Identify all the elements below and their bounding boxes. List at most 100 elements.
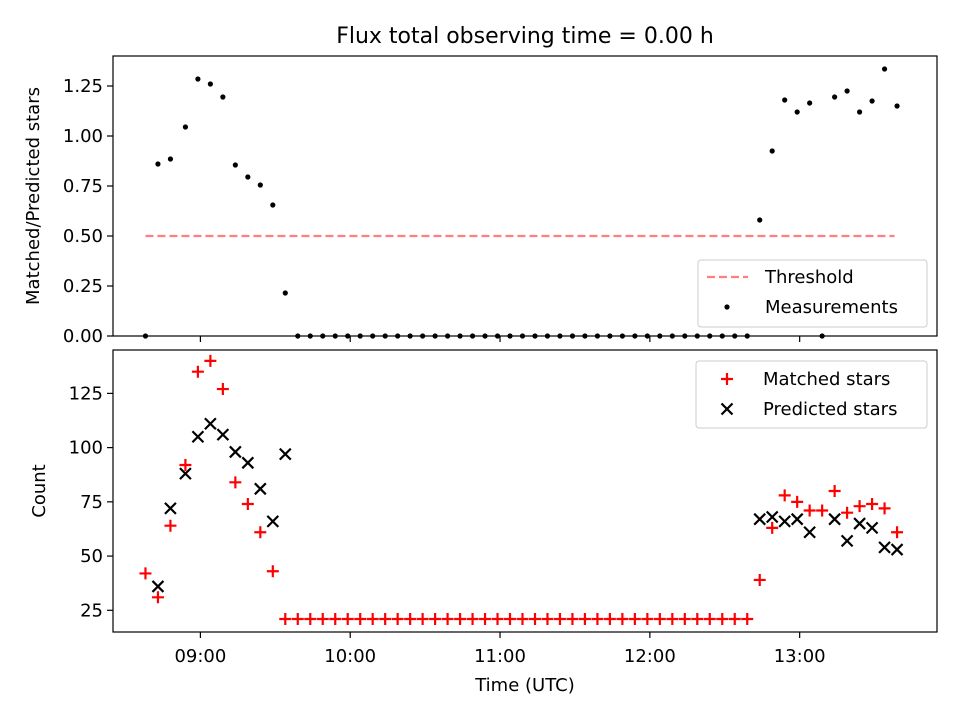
count-x-tick-label: 11:00 bbox=[474, 646, 526, 667]
matched-star-point bbox=[304, 612, 317, 625]
ratio-y-tick-label: 0.25 bbox=[63, 276, 103, 297]
predicted-star-point bbox=[241, 456, 255, 470]
predicted-star-point bbox=[853, 517, 866, 530]
matched-star-point bbox=[164, 519, 177, 532]
measurement-point bbox=[794, 109, 800, 115]
ratio-y-tick-label: 1.25 bbox=[63, 76, 103, 97]
predicted-star-point bbox=[765, 510, 779, 524]
ratio-panel: 0.00 0.25 0.50 0.75 1.00 1.25 Matched/Predict… bbox=[23, 55, 938, 347]
predicted-star-point bbox=[254, 482, 267, 496]
ratio-y-ticks: 0.00 0.25 0.50 0.75 1.00 1.25 bbox=[63, 76, 113, 347]
count-legend: Matched stars Predicted stars bbox=[695, 360, 928, 429]
ratio-x-ticks bbox=[199, 336, 801, 342]
matched-star-point bbox=[841, 506, 854, 519]
matched-legend-swatch bbox=[721, 373, 733, 385]
count-panel: 25 50 75 100 125 09:00 10:00 11:00 12:00 13:00 C… bbox=[29, 349, 938, 696]
predicted-star-point bbox=[179, 467, 192, 480]
ratio-axes-frame bbox=[112, 55, 938, 337]
ratio-y-tick-label: 0.50 bbox=[63, 226, 103, 247]
matched-star-point bbox=[179, 458, 192, 471]
matched-star-point bbox=[553, 612, 566, 625]
matched-star-point bbox=[616, 612, 629, 625]
matched-star-point bbox=[866, 498, 879, 511]
matched-star-point bbox=[441, 612, 454, 625]
matched-star-point bbox=[591, 612, 604, 625]
matched-star-point bbox=[566, 612, 579, 625]
measurement-point bbox=[245, 174, 251, 180]
matched-star-point bbox=[291, 612, 304, 625]
predicted-star-point bbox=[778, 515, 791, 528]
predicted-star-point bbox=[229, 445, 242, 459]
measurement-point bbox=[807, 100, 813, 106]
matched-star-point bbox=[578, 612, 591, 625]
matched-star-point bbox=[366, 612, 379, 625]
matched-star-point bbox=[266, 565, 279, 578]
count-y-tick-label: 75 bbox=[80, 492, 103, 513]
predicted-star-point bbox=[151, 580, 165, 593]
measurement-point bbox=[257, 182, 263, 188]
measurement-point bbox=[757, 217, 763, 223]
predicted-star-point bbox=[164, 502, 177, 515]
count-x-tick-label: 13:00 bbox=[774, 646, 826, 667]
measurement-point bbox=[782, 97, 788, 103]
predicted-legend-marker bbox=[720, 402, 734, 416]
measurement-point bbox=[832, 94, 838, 100]
matched-star-point bbox=[479, 612, 492, 625]
matched-star-point bbox=[753, 573, 766, 586]
ratio-y-tick-label: 0.00 bbox=[63, 326, 103, 347]
matched-star-point bbox=[778, 489, 791, 502]
count-x-tick-label: 09:00 bbox=[174, 646, 226, 667]
measurement-point bbox=[182, 124, 189, 130]
matched-star-point bbox=[316, 612, 329, 625]
measurement-point bbox=[232, 162, 238, 168]
predicted-star-point bbox=[878, 541, 891, 554]
predicted-star-point bbox=[803, 525, 816, 539]
predicted-legend-label: Predicted stars bbox=[763, 399, 897, 420]
ratio-y-tick-label: 1.00 bbox=[63, 126, 103, 147]
count-x-tick-label: 10:00 bbox=[324, 646, 376, 667]
predicted-star-point bbox=[828, 512, 841, 526]
measurement-point bbox=[220, 94, 226, 100]
matched-star-point bbox=[466, 612, 479, 625]
matched-star-point bbox=[691, 612, 704, 625]
matched-star-point bbox=[429, 612, 442, 625]
measurement-point bbox=[167, 156, 174, 162]
predicted-star-point bbox=[204, 417, 217, 431]
matched-star-point bbox=[803, 504, 816, 517]
matched-star-point bbox=[516, 612, 529, 625]
threshold-legend-label: Threshold bbox=[764, 267, 854, 288]
count-marks bbox=[139, 354, 904, 625]
measurement-point bbox=[894, 103, 900, 109]
ratio-y-tick-label: 0.75 bbox=[63, 176, 103, 197]
matched-star-point bbox=[666, 612, 679, 625]
matched-legend-label: Matched stars bbox=[763, 369, 890, 390]
predicted-star-point bbox=[266, 515, 280, 528]
matched-star-point bbox=[391, 612, 404, 625]
matched-star-point bbox=[404, 612, 417, 625]
matched-star-point bbox=[791, 495, 804, 508]
matched-star-point bbox=[641, 612, 654, 625]
matched-star-point bbox=[766, 521, 779, 534]
measurement-point bbox=[155, 161, 161, 167]
predicted-star-point bbox=[279, 447, 292, 461]
predicted-star-point bbox=[890, 543, 904, 556]
matched-star-point bbox=[878, 502, 891, 515]
matched-star-point bbox=[504, 612, 517, 625]
predicted-star-point bbox=[753, 512, 766, 526]
predicted-star-point bbox=[790, 512, 804, 526]
matched-star-point bbox=[139, 567, 152, 580]
matched-star-point bbox=[891, 526, 904, 539]
chart-title: Flux total observing time = 0.00 h bbox=[336, 24, 714, 49]
count-y-axis-label: Count bbox=[29, 464, 50, 517]
measurement-point bbox=[207, 81, 213, 87]
matched-star-point bbox=[541, 612, 554, 625]
measurement-point bbox=[881, 66, 888, 72]
measurement-point bbox=[844, 88, 850, 94]
measurement-point bbox=[769, 148, 775, 154]
count-legend-box bbox=[695, 360, 928, 429]
matched-star-point bbox=[191, 365, 204, 378]
matched-legend-marker bbox=[721, 373, 733, 385]
count-x-tick-label: 12:00 bbox=[624, 646, 676, 667]
ratio-legend-box bbox=[697, 259, 928, 328]
matched-star-point bbox=[151, 591, 164, 604]
